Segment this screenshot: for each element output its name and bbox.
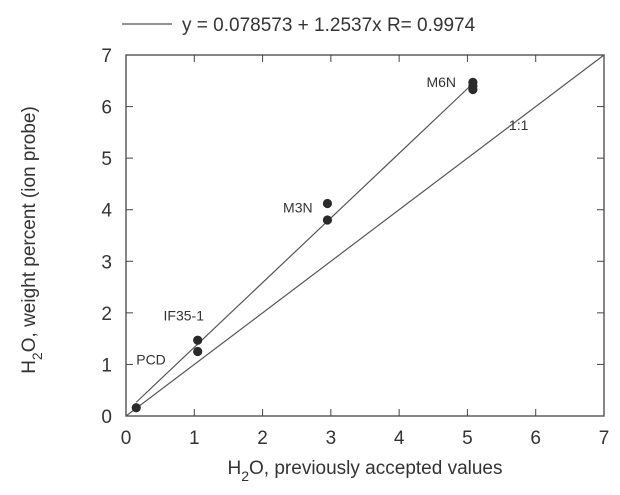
y-tick-label: 6	[101, 98, 112, 119]
point-label: M6N	[426, 74, 456, 90]
data-point	[322, 215, 333, 225]
legend: y = 0.078573 + 1.2537x R= 0.9974	[122, 15, 476, 36]
y-tick-label: 3	[101, 252, 112, 273]
y-axis-label-subscript: 2	[29, 352, 45, 360]
x-axis-label: H2O, previously accepted values	[228, 458, 503, 484]
point-label: PCD	[136, 351, 166, 367]
x-tick-label: 6	[530, 428, 541, 449]
legend-text: y = 0.078573 + 1.2537x R= 0.9974	[182, 15, 476, 36]
x-tick-label: 4	[394, 428, 405, 449]
point-label: IF35-1	[164, 308, 205, 324]
x-tick-label: 7	[599, 428, 610, 449]
point-label: M3N	[283, 199, 313, 215]
y-tick-label: 4	[101, 201, 112, 222]
x-tick-label: 0	[121, 428, 132, 449]
data-point	[468, 77, 478, 87]
y-tick-label: 7	[101, 46, 112, 67]
y-axis-label-part-1: H	[19, 360, 40, 374]
x-tick-label: 3	[326, 428, 337, 449]
y-tick-label: 0	[101, 407, 112, 428]
x-axis-label-part-2: O, previously accepted values	[249, 458, 502, 479]
plot-frame	[125, 54, 605, 417]
y-axis-label-part-2: O, weight percent (ion probe)	[19, 106, 40, 352]
y-axis-label: H2O, weight percent (ion probe)	[19, 106, 45, 374]
x-tick-label: 1	[189, 428, 200, 449]
identity-line	[125, 54, 605, 417]
plot-area: 0 1 2 3 4 5 6 7 0 1 2 3 4 5 6 7 1:1 PCD IF35-1 M3N M6N	[101, 46, 609, 449]
data-point	[322, 198, 333, 209]
identity-line-label: 1:1	[509, 117, 529, 133]
x-axis-label-subscript: 2	[241, 468, 249, 484]
x-axis-label-part-1: H	[228, 458, 242, 479]
y-tick-label: 1	[101, 355, 112, 376]
data-point	[193, 335, 203, 345]
x-tick-label: 5	[462, 428, 473, 449]
x-tick-label: 2	[257, 428, 268, 449]
regression-line	[135, 83, 474, 403]
data-point	[193, 346, 203, 357]
y-tick-label: 5	[101, 149, 112, 170]
data-point	[131, 403, 141, 413]
y-tick-label: 2	[101, 304, 112, 325]
